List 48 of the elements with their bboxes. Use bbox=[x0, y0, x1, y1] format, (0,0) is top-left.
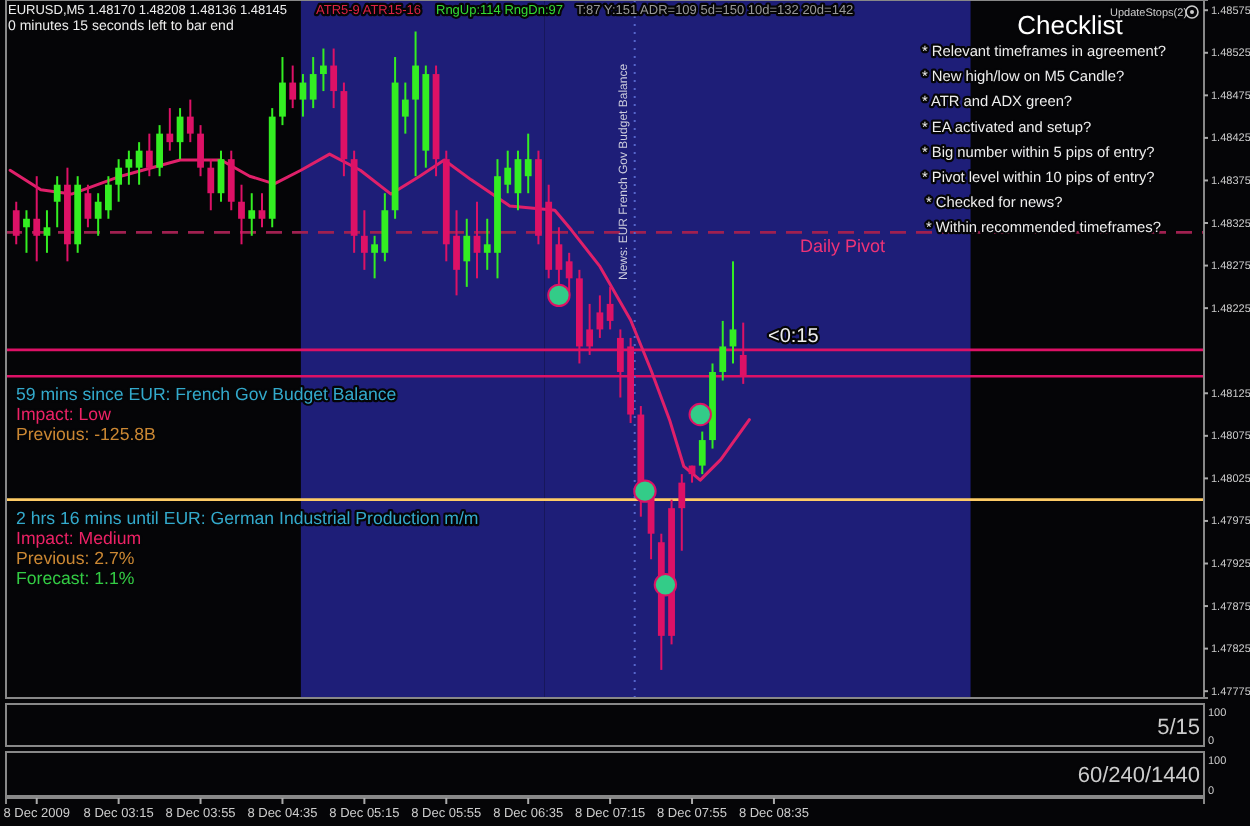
candlestick bbox=[84, 183, 92, 229]
point bbox=[653, 573, 678, 597]
candlestick bbox=[320, 47, 327, 93]
candlestick bbox=[53, 175, 61, 229]
candlestick bbox=[135, 141, 143, 186]
annotation: Impact: Low bbox=[16, 404, 113, 424]
candlestick bbox=[678, 473, 686, 552]
candlestick bbox=[12, 200, 20, 246]
candlestick bbox=[258, 192, 266, 229]
annotation: 59 mins since EUR: French Gov Budget Balance bbox=[16, 384, 397, 404]
candlestick bbox=[606, 285, 614, 331]
line-series bbox=[8, 152, 751, 482]
candlestick bbox=[401, 81, 409, 135]
candlestick bbox=[145, 132, 153, 178]
candlestick bbox=[248, 192, 256, 237]
candlestick bbox=[125, 149, 133, 186]
candlestick bbox=[596, 294, 604, 339]
candlestick bbox=[186, 98, 194, 144]
annotation: Forecast: 1.1% bbox=[16, 568, 135, 588]
candlestick bbox=[43, 209, 51, 254]
annotation: Previous: -125.8B bbox=[16, 424, 157, 444]
candlestick bbox=[33, 175, 41, 263]
ref-line-label: Daily Pivot bbox=[800, 236, 887, 257]
annotation: Previous: 2.7% bbox=[16, 548, 135, 568]
candlestick bbox=[309, 56, 317, 110]
point bbox=[688, 402, 712, 427]
point bbox=[633, 479, 657, 503]
candlestick bbox=[156, 124, 163, 178]
candlestick bbox=[115, 158, 123, 203]
annotation: <0:15 bbox=[768, 326, 820, 348]
candlestick bbox=[463, 217, 471, 288]
point bbox=[547, 283, 571, 308]
candlestick bbox=[360, 209, 368, 271]
candlestick bbox=[166, 107, 174, 152]
candlestick bbox=[524, 132, 532, 195]
candlestick bbox=[227, 149, 235, 212]
candlestick bbox=[719, 319, 727, 382]
candlestick bbox=[23, 209, 30, 254]
candlestick bbox=[197, 124, 204, 178]
candlestick bbox=[279, 56, 286, 127]
candlestick bbox=[238, 183, 245, 246]
candlestick bbox=[330, 47, 338, 110]
candlestick bbox=[698, 430, 706, 476]
candlestick bbox=[207, 158, 215, 212]
text: 5/15 bbox=[1157, 716, 1200, 740]
annotation: Impact: Medium bbox=[16, 528, 142, 548]
text: 60/240/1440 bbox=[1077, 764, 1200, 788]
candlestick bbox=[289, 64, 297, 110]
